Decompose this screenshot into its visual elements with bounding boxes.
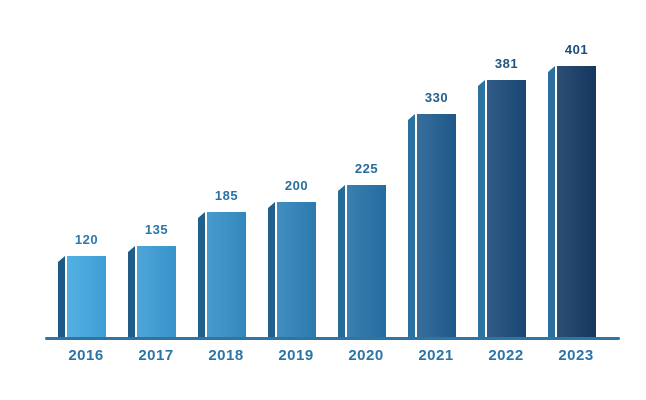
bar-group-2018: 185 (198, 188, 246, 337)
bar-value-label: 401 (564, 42, 589, 57)
x-axis-label-2019: 2019 (278, 347, 314, 364)
bar-group-2021: 330 (408, 90, 456, 337)
bar-2022 (487, 80, 526, 337)
bar-group-2016: 120 (58, 232, 106, 337)
bar-side-face (58, 256, 65, 337)
bar-side-face (338, 185, 345, 337)
x-axis-label-2018: 2018 (208, 347, 244, 364)
bar-2021 (417, 114, 456, 337)
x-axis-label-2021: 2021 (418, 347, 454, 364)
x-axis-label-2016: 2016 (68, 347, 104, 364)
bar-group-2020: 225 (338, 161, 386, 337)
bar-group-2017: 135 (128, 222, 176, 337)
bar-side-face (198, 212, 205, 337)
bar-value-label: 225 (354, 161, 379, 176)
bar-2018 (207, 212, 246, 337)
bar-value-label: 200 (284, 178, 309, 193)
x-axis-label-2023: 2023 (558, 347, 594, 364)
bar-2016 (67, 256, 106, 337)
x-axis-label-2020: 2020 (348, 347, 384, 364)
bar-2019 (277, 202, 316, 337)
bar-group-2023: 401 (548, 42, 596, 337)
x-axis-line (45, 337, 620, 340)
bar-2023 (557, 66, 596, 337)
bar-side-face (408, 114, 415, 337)
bar-value-label: 185 (214, 188, 239, 203)
bar-2017 (137, 246, 176, 337)
bar-side-face (478, 80, 485, 337)
bar-group-2019: 200 (268, 178, 316, 337)
x-axis-label-2022: 2022 (488, 347, 524, 364)
bar-side-face (268, 202, 275, 337)
bar-value-label: 381 (494, 56, 519, 71)
bar-side-face (548, 66, 555, 337)
bar-value-label: 135 (144, 222, 169, 237)
x-axis-label-2017: 2017 (138, 347, 174, 364)
bar-value-label: 120 (74, 232, 99, 247)
bar-side-face (128, 246, 135, 337)
bar-value-label: 330 (424, 90, 449, 105)
bar-group-2022: 381 (478, 56, 526, 337)
bar-2020 (347, 185, 386, 337)
